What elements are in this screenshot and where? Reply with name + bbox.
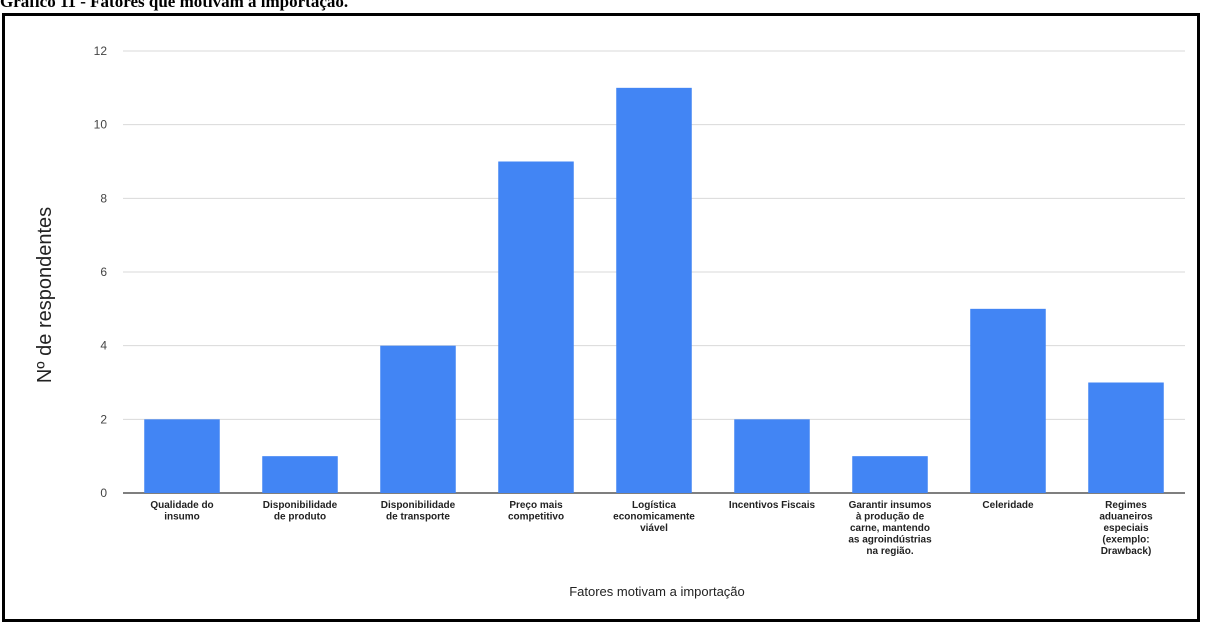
y-tick-label: 8 [100, 191, 107, 205]
y-tick-label: 12 [94, 44, 108, 58]
bars [144, 87, 1164, 493]
y-axis-title: Nº de respondentes [34, 207, 56, 383]
y-tick-label: 4 [100, 339, 107, 353]
y-tick-label: 0 [100, 486, 107, 500]
y-tick-label: 6 [100, 265, 107, 279]
x-axis-title: Fatores motivam a importação [569, 584, 745, 599]
x-category-label: Garantir insumos à produção de carne, mant… [848, 500, 932, 557]
bar [144, 419, 220, 493]
x-category-label: Logística economicamente viável [613, 500, 695, 534]
x-category-label: Disponibilidade de produto [263, 500, 338, 523]
bar [262, 456, 338, 493]
x-category-label: Regimes aduaneiros especiais (exemplo: Drawb… [1099, 500, 1153, 557]
y-axis-ticks: 0 2 4 6 8 10 12 [94, 44, 108, 500]
bar [1088, 382, 1164, 493]
bar-chart: 0 2 4 6 8 10 12 Qualidade do insumo Disponibilid… [34, 44, 1185, 599]
bar [970, 308, 1046, 493]
figure-caption: Gráfico 11 - Fatores que motivam a impor… [0, 0, 349, 11]
bar [498, 161, 574, 493]
x-category-label: Qualidade do insumo [150, 500, 213, 523]
bar [616, 87, 692, 493]
bar [734, 419, 810, 493]
x-category-label: Preço mais competitivo [508, 500, 564, 523]
x-category-label: Celeridade [982, 500, 1034, 511]
x-axis-category-labels: Qualidade do insumo Disponibilidade de prod… [150, 500, 1153, 557]
bar [380, 345, 456, 493]
bar [852, 456, 928, 493]
x-category-label: Incentivos Fiscais [729, 500, 816, 511]
x-category-label: Disponibilidade de transporte [381, 500, 456, 523]
chart-frame: 0 2 4 6 8 10 12 Qualidade do insumo Disponibilid… [2, 13, 1200, 622]
y-tick-label: 2 [100, 412, 107, 426]
y-tick-label: 10 [94, 118, 108, 132]
